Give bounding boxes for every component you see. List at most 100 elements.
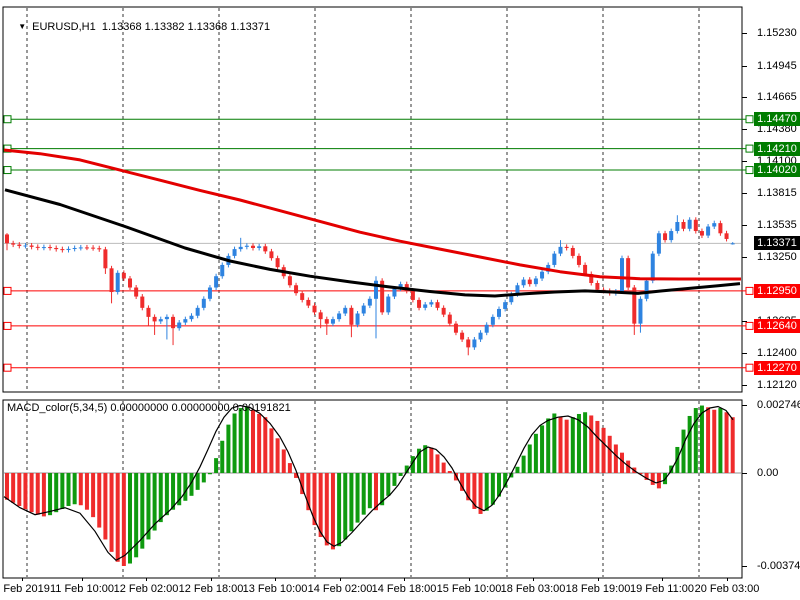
candle-body bbox=[337, 313, 342, 320]
resistance-level-handle[interactable] bbox=[745, 144, 754, 153]
time-axis-tick bbox=[22, 578, 23, 581]
support-level-handle[interactable] bbox=[3, 321, 12, 330]
candle-body bbox=[171, 316, 176, 329]
macd-bar bbox=[78, 473, 83, 506]
candle-body bbox=[306, 299, 311, 306]
price-axis-label: 1.13535 bbox=[757, 219, 797, 231]
macd-indicator-label: MACD_color(5,34,5) 0.00000000 0.00000000… bbox=[7, 402, 291, 414]
price-axis-tick bbox=[742, 97, 747, 98]
macd-bar bbox=[392, 473, 397, 486]
price-axis-tick bbox=[742, 225, 747, 226]
support-level-handle[interactable] bbox=[3, 363, 12, 372]
candle-body bbox=[497, 308, 501, 317]
candle-body bbox=[349, 307, 354, 325]
macd-bar bbox=[183, 473, 188, 501]
candle-body bbox=[447, 314, 452, 324]
resistance-level[interactable] bbox=[3, 115, 754, 124]
candle-body bbox=[410, 290, 415, 300]
macd-bar bbox=[490, 473, 495, 505]
support-level[interactable] bbox=[3, 363, 754, 372]
macd-bar bbox=[146, 473, 151, 540]
macd-bar bbox=[140, 473, 145, 549]
candle-body bbox=[503, 302, 508, 309]
support-level-handle[interactable] bbox=[745, 363, 754, 372]
candle-body bbox=[478, 332, 483, 340]
resistance-level[interactable] bbox=[3, 166, 754, 175]
symbol-title: ▼ EURUSD,H1 1.13368 1.13382 1.13368 1.133… bbox=[6, 9, 270, 45]
resistance-level-handle[interactable] bbox=[3, 144, 12, 153]
candle-body bbox=[484, 324, 489, 333]
macd-bar bbox=[330, 473, 335, 550]
support-level-handle[interactable] bbox=[745, 321, 754, 330]
candle-body bbox=[583, 264, 588, 274]
time-axis-label: 14 Feb 02:00 bbox=[307, 583, 373, 595]
support-level-handle[interactable] bbox=[745, 286, 754, 295]
macd-bar bbox=[540, 425, 545, 473]
macd-bar bbox=[361, 473, 366, 515]
candle-body bbox=[466, 339, 471, 348]
candle-body bbox=[312, 305, 317, 313]
macd-bar bbox=[5, 473, 9, 500]
resistance-level-handle[interactable] bbox=[3, 166, 12, 175]
candle-body bbox=[251, 245, 255, 248]
price-badge: 1.14020 bbox=[754, 163, 800, 177]
symbol-dropdown-icon[interactable]: ▼ bbox=[18, 22, 27, 31]
candle-body bbox=[509, 294, 514, 303]
time-axis-tick bbox=[404, 578, 405, 581]
macd-bar bbox=[337, 473, 342, 547]
macd-bar bbox=[171, 473, 176, 510]
candle-body bbox=[78, 247, 83, 249]
candle-body bbox=[84, 247, 89, 249]
macd-bar bbox=[318, 473, 323, 537]
macd-axis-tick bbox=[742, 566, 747, 567]
macd-bar bbox=[398, 473, 403, 476]
candle-body bbox=[23, 245, 28, 247]
candle-body bbox=[214, 276, 219, 288]
candle-body bbox=[398, 284, 403, 289]
macd-bar bbox=[706, 407, 711, 473]
main-pane-border bbox=[2, 6, 743, 393]
macd-bar bbox=[275, 438, 280, 473]
candle-body bbox=[699, 231, 704, 236]
time-axis-label: 11 Feb 10:00 bbox=[49, 583, 115, 595]
candle-body bbox=[35, 246, 40, 248]
macd-bar bbox=[380, 473, 385, 506]
macd-bar bbox=[583, 412, 588, 473]
support-level-handle[interactable] bbox=[3, 286, 12, 295]
resistance-level[interactable] bbox=[3, 144, 754, 153]
candle-body bbox=[140, 296, 145, 308]
macd-bar bbox=[460, 473, 465, 491]
time-axis-tick bbox=[469, 578, 470, 581]
macd-bar bbox=[447, 471, 452, 473]
candle-body bbox=[706, 226, 711, 236]
candle-body bbox=[41, 247, 46, 249]
resistance-level-handle[interactable] bbox=[745, 166, 754, 175]
ohlc-values: 1.13368 1.13382 1.13368 1.13371 bbox=[101, 21, 271, 33]
candle-body bbox=[515, 285, 520, 295]
candle-body bbox=[343, 307, 348, 314]
macd-bar bbox=[693, 408, 698, 473]
price-axis-label: 1.12120 bbox=[757, 379, 797, 391]
macd-bar bbox=[300, 473, 305, 495]
candle-body bbox=[650, 253, 655, 281]
time-axis-label: 20 Feb 03:00 bbox=[694, 583, 760, 595]
macd-bar bbox=[312, 473, 317, 526]
candle-body bbox=[417, 299, 422, 308]
candle-body bbox=[66, 248, 71, 251]
price-axis-label: 1.14665 bbox=[757, 91, 797, 103]
candle-body bbox=[669, 231, 674, 241]
price-axis-tick bbox=[742, 33, 747, 34]
resistance-level-handle[interactable] bbox=[3, 115, 12, 124]
macd-bar bbox=[503, 473, 508, 488]
time-axis-tick bbox=[146, 578, 147, 581]
macd-bar bbox=[60, 473, 65, 509]
macd-bar bbox=[620, 452, 624, 473]
macd-bar bbox=[509, 473, 514, 478]
macd-bar bbox=[417, 448, 422, 473]
macd-bar bbox=[23, 473, 28, 510]
macd-bar bbox=[374, 473, 378, 511]
symbol-label: EURUSD,H1 bbox=[32, 21, 96, 33]
candle-body bbox=[423, 304, 428, 308]
resistance-level-handle[interactable] bbox=[745, 115, 754, 124]
